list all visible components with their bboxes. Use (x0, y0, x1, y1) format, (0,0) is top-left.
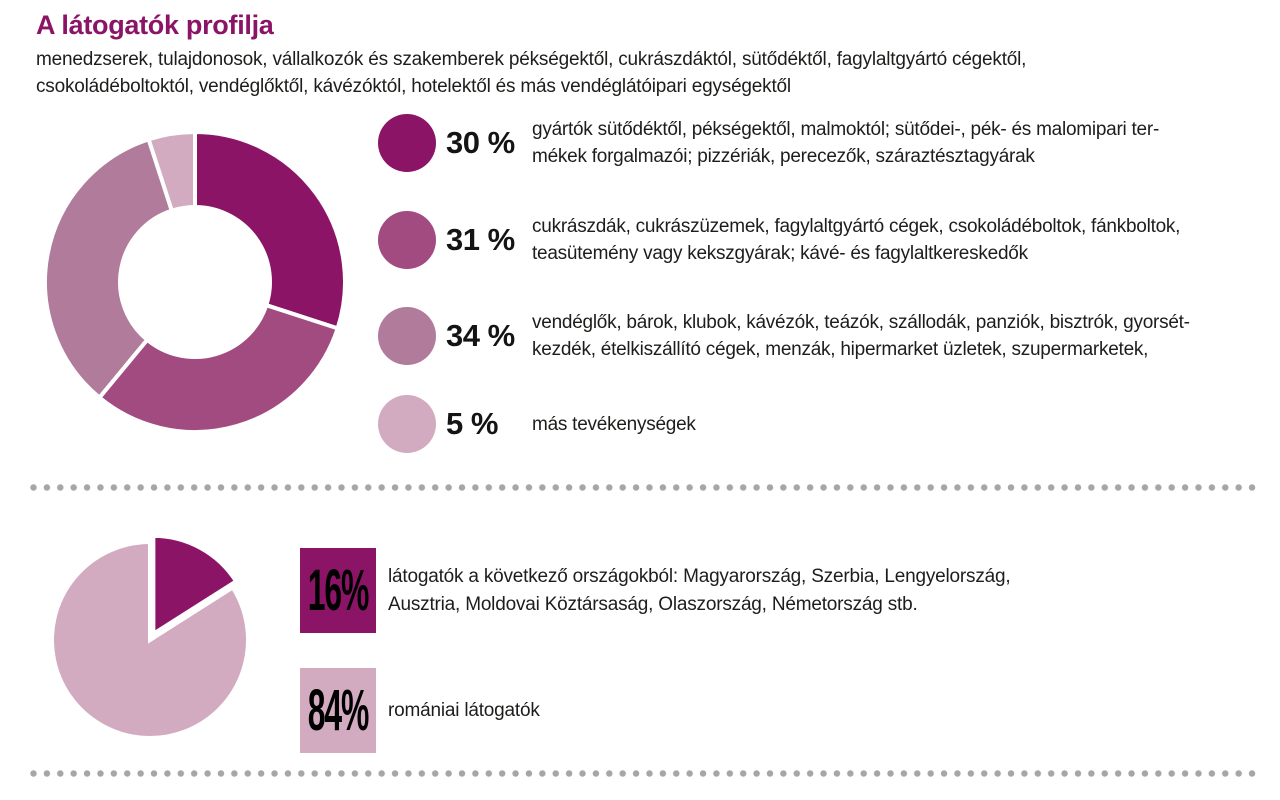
donut-segment (96, 302, 341, 434)
donut-segment (146, 129, 197, 214)
legend-item: 34 % vendéglők, bárok, klubok, kávézók, … (378, 307, 1190, 365)
legend-description-line: kezdék, ételkiszállító cégek, menzák, hi… (532, 339, 1149, 360)
legend-item: 84% romániai látogatók (300, 668, 540, 753)
legend-description-line: Ausztria, Moldovai Köztársaság, Olaszors… (388, 593, 918, 615)
legend-description: látogatók a következő országokból: Magya… (388, 563, 1011, 618)
donut-segment (43, 136, 175, 401)
subtitle-line: csokoládéboltoktól, vendéglőktől, kávézó… (36, 76, 791, 97)
legend-description-line: gyártók sütődéktől, pékségektől, malmokt… (532, 119, 1160, 140)
legend-percent: 5 % (446, 406, 498, 441)
legend-swatch-square: 16% (300, 548, 376, 633)
legend-description-line: látogatók a következő országokból: Magya… (388, 566, 1011, 587)
dotted-separator (30, 484, 1256, 491)
legend-percent: 30 % (446, 125, 515, 160)
legend-item: 5 % más tevékenységek (378, 395, 696, 453)
legend-item: 30 % gyártók sütődéktől, pékségektől, ma… (378, 114, 1159, 172)
legend-description: más tevékenységek (532, 411, 696, 438)
legend-swatch-circle (378, 307, 436, 365)
legend-description: vendéglők, bárok, klubok, kávézók, teázó… (532, 309, 1190, 363)
page-subtitle: menedzserek, tulajdonosok, vállalkozók é… (36, 46, 1026, 100)
legend-description: cukrászdák, cukrászüzemek, fagylaltgyárt… (532, 213, 1180, 267)
pie-chart (50, 534, 250, 740)
legend-swatch-circle (378, 211, 436, 269)
subtitle-line: menedzserek, tulajdonosok, vállalkozók é… (36, 49, 1027, 70)
legend-description-line: vendéglők, bárok, klubok, kávézók, teázó… (532, 312, 1190, 333)
legend-description-line: más tevékenységek (532, 413, 696, 435)
legend-item: 31 % cukrászdák, cukrászüzemek, fagylalt… (378, 211, 1180, 269)
pie-slice (50, 539, 250, 740)
legend-description: romániai látogatók (388, 697, 540, 725)
legend-swatch-circle (378, 395, 436, 453)
legend-description-line: mékek forgalmazói; pizzériák, perecezők,… (532, 146, 1035, 167)
legend-percent: 34 % (446, 318, 515, 353)
legend-percent: 84% (307, 677, 370, 743)
legend-description-line: cukrászdák, cukrászüzemek, fagylaltgyárt… (532, 216, 1181, 237)
page-title: A látogatók profilja (36, 10, 274, 40)
dotted-separator (30, 770, 1256, 777)
legend-percent: 16% (307, 557, 370, 623)
legend-swatch-square: 84% (300, 668, 376, 753)
legend-description: gyártók sütődéktől, pékségektől, malmokt… (532, 116, 1159, 170)
donut-chart (43, 129, 347, 434)
legend-description-line: teasütemény vagy kekszgyárak; kávé- és f… (532, 243, 1028, 264)
pie-slice (151, 534, 239, 638)
legend-swatch-circle (378, 114, 436, 172)
legend-description-line: romániai látogatók (388, 699, 540, 721)
legend-item: 16% látogatók a következő országokból: M… (300, 548, 1011, 633)
legend-percent: 31 % (446, 222, 515, 257)
donut-segment (193, 129, 347, 331)
